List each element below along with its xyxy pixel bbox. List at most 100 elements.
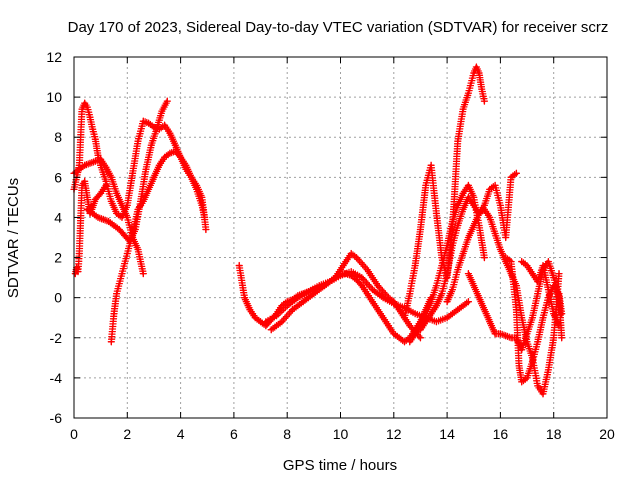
data-point: [524, 374, 531, 381]
data-point: [508, 174, 515, 181]
data-point: [126, 238, 133, 245]
data-point: [252, 314, 259, 321]
data-point: [433, 302, 440, 309]
data-point: [497, 246, 504, 253]
data-point: [321, 282, 328, 289]
data-point: [92, 136, 99, 143]
data-point: [105, 218, 112, 225]
data-point: [438, 290, 445, 297]
x-tick-label: 20: [599, 426, 615, 442]
data-point: [481, 206, 488, 213]
data-point: [92, 196, 99, 203]
data-point: [134, 246, 141, 253]
x-tick-label: 12: [386, 426, 402, 442]
data-point: [100, 216, 107, 223]
data-point: [305, 288, 312, 295]
data-point: [97, 156, 104, 163]
data-point: [465, 194, 472, 201]
data-point: [201, 214, 208, 221]
data-point: [449, 218, 456, 225]
data-point: [390, 330, 397, 337]
data-point: [417, 226, 424, 233]
series-track-16: [518, 257, 563, 330]
data-point: [454, 202, 461, 209]
y-tick-label: -4: [50, 370, 63, 386]
data-point: [76, 166, 83, 173]
data-point: [358, 282, 365, 289]
data-point: [556, 270, 563, 277]
data-point: [540, 390, 547, 397]
data-point: [406, 322, 413, 329]
data-point: [116, 226, 123, 233]
data-point: [86, 160, 93, 167]
data-point: [202, 226, 209, 233]
data-point: [529, 270, 536, 277]
data-point: [188, 174, 195, 181]
data-point: [545, 258, 552, 265]
series-track-1: [70, 99, 105, 194]
data-point: [364, 290, 371, 297]
x-tick-label: 16: [493, 426, 509, 442]
y-tick-label: -6: [50, 410, 63, 426]
data-point: [529, 314, 536, 321]
data-point: [108, 174, 115, 181]
data-point: [241, 294, 248, 301]
data-point: [465, 270, 472, 277]
data-point: [433, 282, 440, 289]
data-point: [476, 70, 483, 77]
data-point: [422, 318, 429, 325]
data-point: [124, 250, 131, 257]
data-point: [358, 274, 365, 281]
data-point: [545, 366, 552, 373]
data-point: [108, 198, 115, 205]
data-point: [289, 306, 296, 313]
y-tick-label: 6: [54, 169, 62, 185]
data-point: [444, 270, 451, 277]
data-point: [460, 190, 467, 197]
data-point: [481, 98, 488, 105]
data-point: [353, 276, 360, 283]
data-point: [268, 326, 275, 333]
data-point: [148, 142, 155, 149]
data-point: [540, 314, 547, 321]
data-point: [273, 312, 280, 319]
data-point: [417, 326, 424, 333]
data-point: [550, 334, 557, 341]
data-point: [380, 314, 387, 321]
data-point: [454, 266, 461, 273]
data-point: [132, 226, 139, 233]
data-point: [502, 234, 509, 241]
data-point: [428, 310, 435, 317]
data-point: [364, 266, 371, 273]
data-point: [102, 182, 109, 189]
data-point: [486, 214, 493, 221]
data-point: [518, 258, 525, 265]
data-point: [89, 210, 96, 217]
data-point: [449, 242, 456, 249]
data-point: [465, 298, 472, 305]
data-point: [516, 362, 523, 369]
chart-title: Day 170 of 2023, Sidereal Day-to-day VTE…: [68, 19, 609, 36]
y-tick-label: 10: [46, 89, 62, 105]
data-point: [300, 298, 307, 305]
data-point: [86, 114, 93, 121]
data-point: [161, 122, 168, 129]
data-point: [545, 286, 552, 293]
data-point: [124, 214, 131, 221]
data-point: [342, 258, 349, 265]
data-point: [348, 268, 355, 275]
data-point: [353, 254, 360, 261]
x-tick-label: 8: [283, 426, 291, 442]
data-point: [129, 170, 136, 177]
data-point: [433, 318, 440, 325]
data-point: [558, 310, 565, 317]
data-point: [497, 202, 504, 209]
series-track-6: [83, 97, 171, 246]
marker-trace: [70, 99, 105, 194]
data-point: [428, 162, 435, 169]
data-point: [76, 250, 83, 257]
x-tick-label: 4: [177, 426, 185, 442]
data-point: [84, 194, 91, 201]
data-point: [177, 154, 184, 161]
